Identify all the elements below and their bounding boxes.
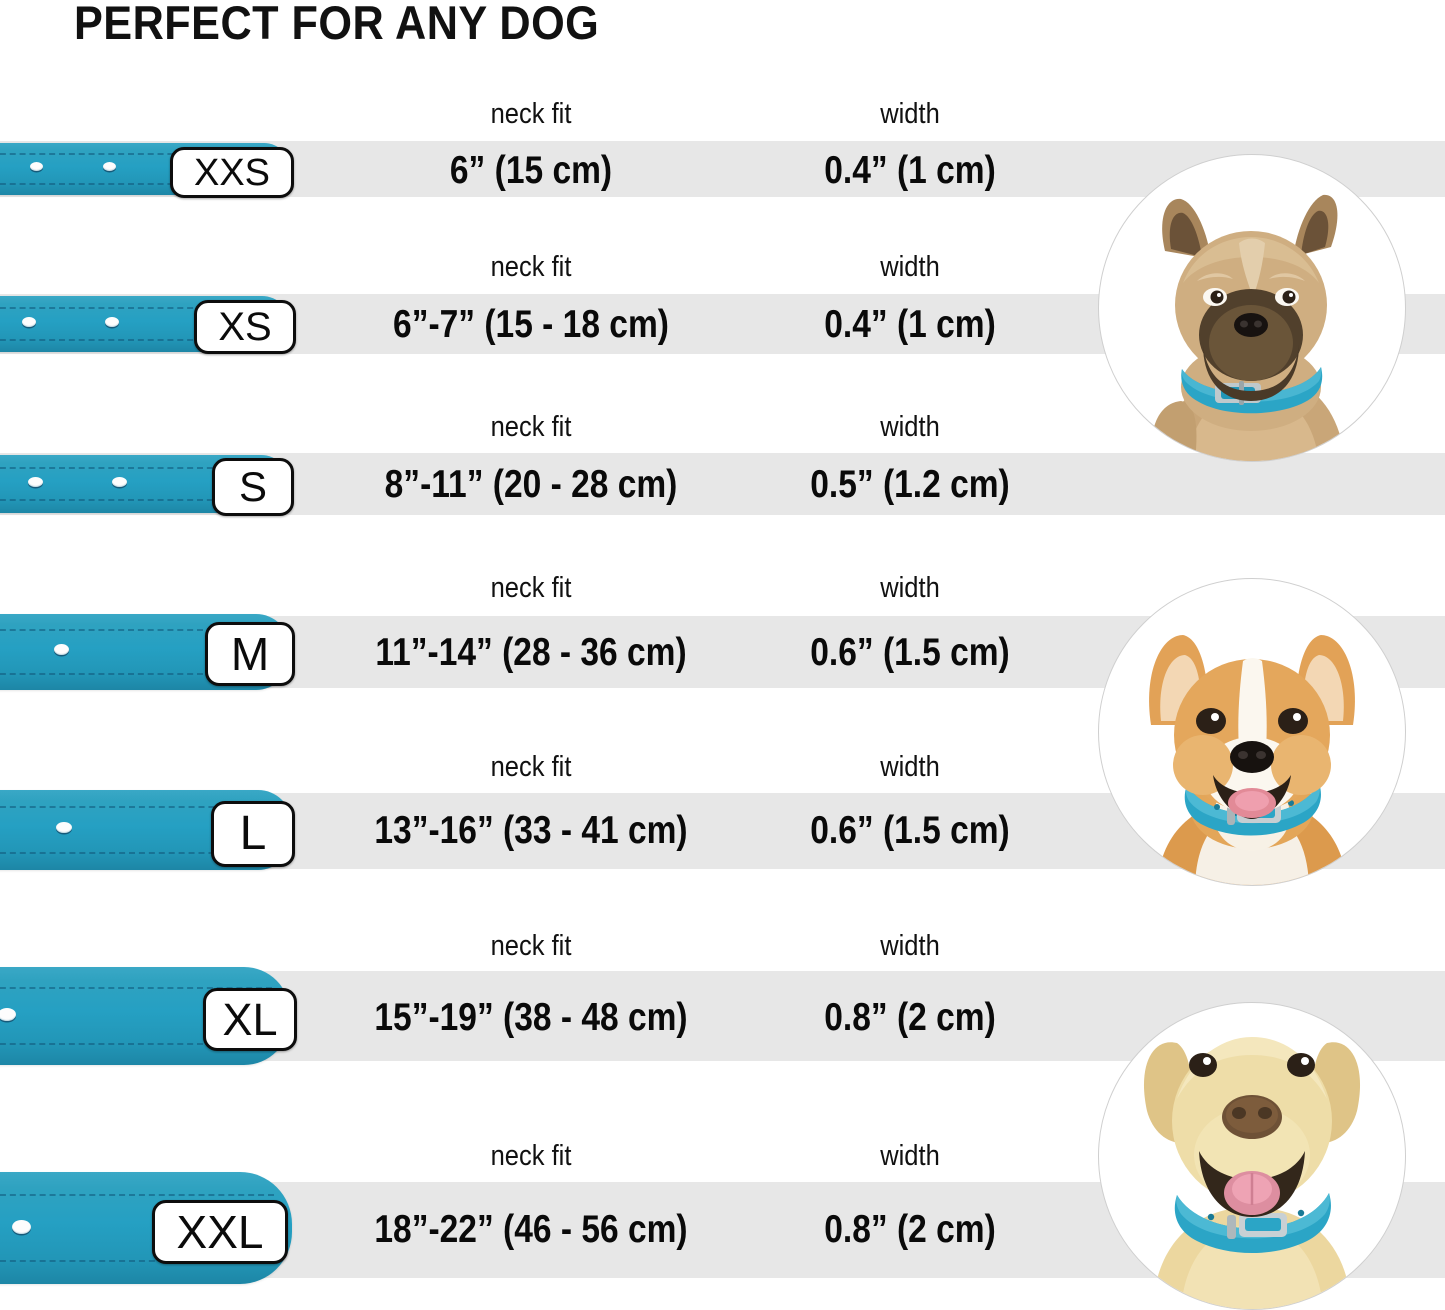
width-header: width [880, 251, 940, 283]
collar-hole [12, 1220, 31, 1234]
width-header: width [880, 930, 940, 962]
labrador-photo [1098, 1002, 1406, 1310]
size-badge-xl: XL [203, 988, 297, 1051]
width-value: 0.6” (1.5 cm) [810, 631, 1010, 674]
width-header: width [880, 1140, 940, 1172]
page-title: PERFECT FOR ANY DOG [74, 0, 600, 49]
size-badge-xxs: XXS [170, 147, 294, 198]
neck-fit-value: 6”-7” (15 - 18 cm) [393, 303, 669, 346]
collar-hole [0, 1008, 16, 1021]
size-badge-label: S [238, 463, 267, 510]
labrador-illustration [1143, 1037, 1361, 1309]
size-badge-label: XXL [176, 1206, 264, 1258]
neck-fit-header: neck fit [490, 1140, 572, 1172]
neck-fit-value: 11”-14” (28 - 36 cm) [375, 631, 687, 674]
width-value: 0.8” (2 cm) [824, 1208, 996, 1251]
size-badge-label: L [239, 807, 267, 860]
neck-fit-value: 18”-22” (46 - 56 cm) [374, 1208, 688, 1251]
size-badge-xs: XS [194, 300, 296, 354]
collar-hole [28, 477, 43, 487]
width-value: 0.6” (1.5 cm) [810, 809, 1010, 852]
collar-hole [30, 162, 43, 171]
collar-hole [56, 822, 72, 833]
cairn-terrier-illustration [1150, 194, 1345, 461]
neck-fit-value: 15”-19” (38 - 48 cm) [374, 996, 688, 1039]
neck-fit-value: 6” (15 cm) [449, 149, 613, 192]
cairn-terrier-photo [1098, 154, 1406, 462]
neck-fit-header: neck fit [490, 751, 572, 783]
width-value: 0.8” (2 cm) [824, 996, 996, 1039]
neck-fit-header: neck fit [490, 251, 572, 283]
size-badge-l: L [211, 801, 295, 867]
collar-hole [54, 644, 69, 655]
width-value: 0.4” (1 cm) [824, 303, 996, 346]
collar-hole [105, 317, 119, 327]
neck-fit-header: neck fit [490, 930, 572, 962]
size-badge-label: XL [222, 994, 278, 1045]
width-header: width [880, 411, 940, 443]
collar-hole [112, 477, 127, 487]
neck-fit-header: neck fit [490, 98, 572, 130]
size-badge-s: S [212, 458, 294, 516]
width-header: width [880, 751, 940, 783]
size-badge-label: M [230, 628, 270, 680]
width-value: 0.5” (1.2 cm) [810, 463, 1010, 506]
collar-hole [103, 162, 116, 171]
neck-fit-value: 8”-11” (20 - 28 cm) [384, 463, 678, 506]
neck-fit-value: 13”-16” (33 - 41 cm) [374, 809, 688, 852]
width-header: width [880, 98, 940, 130]
corgi-photo [1098, 578, 1406, 886]
corgi-illustration [1149, 635, 1355, 885]
size-badge-label: XXS [193, 151, 271, 194]
neck-fit-header: neck fit [490, 411, 572, 443]
width-header: width [880, 572, 940, 604]
width-value: 0.4” (1 cm) [824, 149, 996, 192]
neck-fit-header: neck fit [490, 572, 572, 604]
size-badge-label: XS [218, 305, 272, 349]
size-badge-m: M [205, 622, 295, 686]
size-badge-xxl: XXL [152, 1200, 288, 1264]
collar-hole [22, 317, 36, 327]
